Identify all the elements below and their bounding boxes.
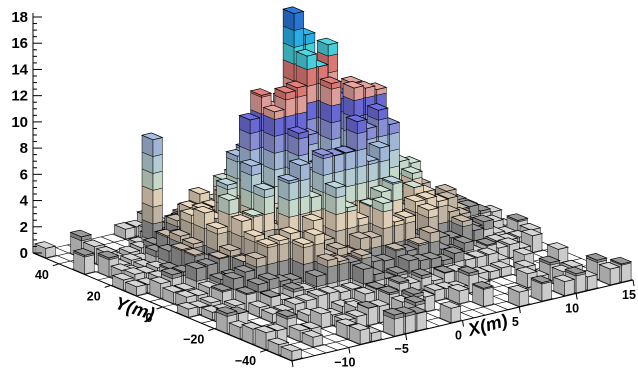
x-axis-tick <box>291 360 294 368</box>
z-axis-tick-label: 6 <box>20 166 28 183</box>
bar <box>529 275 553 302</box>
x-axis-tick-label: 5 <box>512 315 519 329</box>
z-axis-tick-label: 16 <box>11 35 28 52</box>
z-axis-tick-label: 8 <box>20 140 28 157</box>
y-axis: −40 −20 0 20 40 <box>32 252 293 368</box>
z-axis-tick-label: 4 <box>20 193 29 210</box>
x-axis-tick <box>462 320 464 327</box>
bar <box>176 301 199 318</box>
z-axis-tick-label: 12 <box>11 88 28 105</box>
bar <box>438 301 462 323</box>
z-axis-tick-label: 0 <box>20 245 28 262</box>
x-axis-tick <box>575 293 578 300</box>
y-axis-tick-label: 20 <box>87 289 101 303</box>
y-axis-tick <box>208 328 215 332</box>
z-axis-tick-label: 10 <box>11 114 28 131</box>
z-axis: 0 2 4 6 8 10 12 14 16 18 <box>11 9 42 262</box>
x-axis-tick-label: −5 <box>395 342 409 356</box>
x-axis-tick <box>405 333 408 341</box>
z-axis-tick-label: 14 <box>11 61 28 78</box>
bar <box>33 241 57 259</box>
bars <box>33 6 633 361</box>
bar <box>471 281 495 307</box>
x-axis-tick-label: 0 <box>455 329 462 343</box>
bar <box>300 330 324 348</box>
x-axis-tick-label: 15 <box>622 288 636 302</box>
z-axis-tick-label: 18 <box>11 9 28 26</box>
bar <box>507 284 530 307</box>
x-axis-tick <box>518 306 521 314</box>
x-axis-tick <box>348 347 351 354</box>
x-axis-tick-label: 10 <box>565 302 579 316</box>
bar <box>124 279 148 296</box>
y-axis-tick-label: −40 <box>235 354 256 368</box>
x-axis-title: X(m) <box>465 310 510 340</box>
bar <box>72 248 96 275</box>
y-axis-tick-label: −20 <box>183 333 204 347</box>
y-axis-tick <box>104 284 111 288</box>
x-axis-tick-label: −15 <box>277 369 298 371</box>
z-axis-tick-label: 2 <box>20 219 28 236</box>
x-axis: −15 −10 −5 0 5 10 15 <box>277 279 636 371</box>
x-axis-tick <box>632 279 635 287</box>
y-axis-tick <box>259 349 267 353</box>
bar <box>382 307 405 337</box>
x-axis-tick-label: −10 <box>334 356 355 370</box>
bar <box>447 283 470 305</box>
bar <box>348 323 371 345</box>
bar <box>279 344 303 361</box>
bar <box>113 222 137 240</box>
y-axis-tick-label: 40 <box>35 268 49 282</box>
y-axis-tick <box>52 263 60 267</box>
bar <box>598 261 621 286</box>
y-axis-title: Y(m) <box>113 293 157 324</box>
y-axis-tick <box>156 306 163 310</box>
bar <box>552 274 576 296</box>
y-axis-tick-label: 0 <box>146 311 153 325</box>
